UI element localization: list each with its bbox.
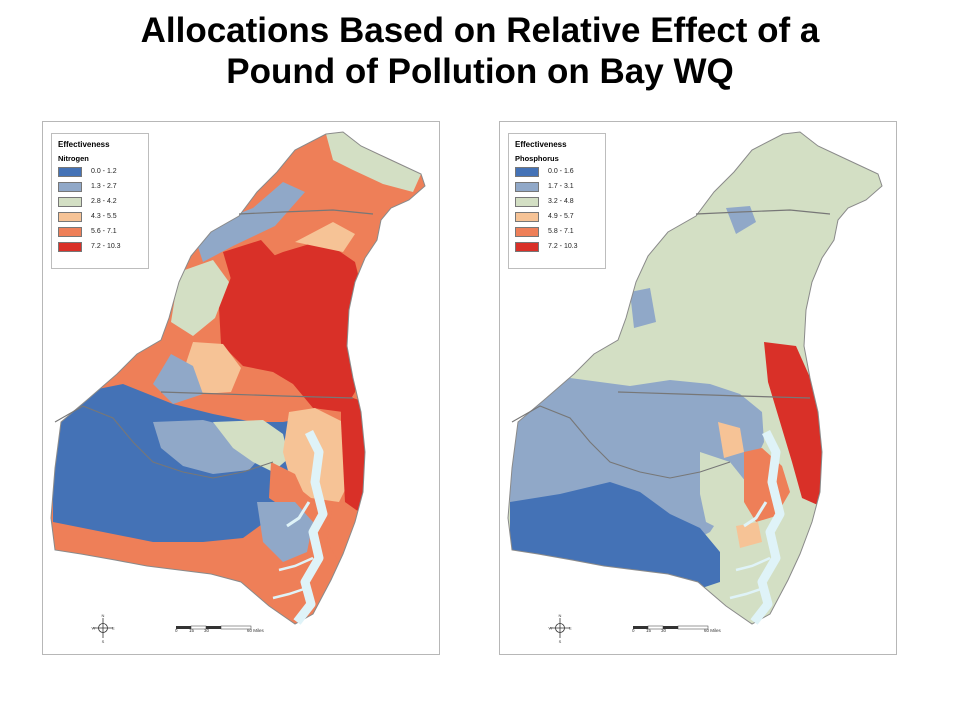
legend-swatch [515,227,539,237]
compass-e: E [112,626,115,631]
nitrogen-map [50,131,426,625]
scale-bar: 0 15 30 60 Miles [632,619,742,639]
potomac-estuary [286,501,311,528]
james-estuary [272,586,308,600]
legend-label: 3.2 - 4.8 [548,198,574,205]
legend-swatch [58,212,82,222]
region-ny-blue-patch [726,206,756,234]
legend-swatch [515,212,539,222]
rappahannock-estuary [735,556,771,572]
phosphorus-legend: Effectiveness Phosphorus 0.0 - 1.6 1.7 -… [508,133,606,269]
legend-label: 7.2 - 10.3 [548,243,578,250]
legend-label: 1.7 - 3.1 [548,183,574,190]
legend-label: 4.3 - 5.5 [91,213,117,220]
region-potomac-light [213,420,289,472]
pa-md-state-border [160,391,354,399]
legend-label: 1.3 - 2.7 [91,183,117,190]
ny-pa-state-border [695,209,831,215]
legend-label: 7.2 - 10.3 [91,243,121,250]
region-md-tan [718,422,744,458]
legend-swatch [58,227,82,237]
compass-s: S [559,639,562,644]
north-arrow-icon: N S W E [549,613,573,644]
scale-label: 60 Miles [704,628,721,633]
va-wv-state-border [54,405,274,479]
scale-label: 30 [661,628,667,633]
scale-label: 0 [632,628,635,633]
legend-label: 5.8 - 7.1 [548,228,574,235]
title-line-1: Allocations Based on Relative Effect of … [140,11,820,50]
phosphorus-map-panel: Effectiveness Phosphorus 0.0 - 1.6 1.7 -… [499,121,897,655]
legend-swatch [515,182,539,192]
legend-swatch [58,167,82,177]
compass-w: W [92,626,96,631]
scale-label: 15 [646,628,652,633]
legend-label: 2.8 - 4.2 [91,198,117,205]
compass-w: W [549,626,553,631]
rappahannock-estuary [278,556,314,572]
legend-swatch [515,197,539,207]
region-pa-blue-south [153,354,203,404]
scale-bar-graphic [176,625,252,630]
title-line-2: Pound of Pollution on Bay WQ [226,52,734,91]
scale-label: 0 [175,628,178,633]
legend-title: Effectiveness [58,140,110,149]
scale-label: 30 [204,628,210,633]
region-eastern-shore-red [341,394,373,512]
nitrogen-map-panel: Effectiveness Nitrogen 0.0 - 1.2 1.3 - 2… [42,121,440,655]
ny-pa-state-border [238,209,374,215]
region-va-tan [736,522,762,548]
region-ny-light [326,132,421,192]
legend-swatch [515,167,539,177]
pa-md-state-border [617,391,811,399]
region-md-orange-west [269,462,305,510]
region-ny-west-blue [193,182,305,262]
nitrogen-legend: Effectiveness Nitrogen 0.0 - 1.2 1.3 - 2… [51,133,149,269]
va-wv-state-border [511,405,731,479]
region-eastern-shore-orange [327,502,361,562]
legend-subtitle: Nitrogen [58,154,89,163]
north-arrow-icon: N S W E [92,613,116,644]
legend-subtitle: Phosphorus [515,154,559,163]
region-pa-tan-north [295,222,355,252]
legend-swatch [58,197,82,207]
slide-title: Allocations Based on Relative Effect of … [0,10,960,92]
legend-swatch [58,182,82,192]
scale-label: 60 Miles [247,628,264,633]
legend-label: 0.0 - 1.2 [91,168,117,175]
region-md-light [700,452,746,532]
basin-outline [507,131,883,625]
legend-label: 0.0 - 1.6 [548,168,574,175]
compass-n: N [559,613,562,618]
scale-bar-graphic [633,625,709,630]
chesapeake-bay [750,429,785,625]
region-susquehanna-red [219,240,365,412]
compass-s: S [102,639,105,644]
compass-e: E [569,626,572,631]
legend-swatch [515,242,539,252]
legend-swatch [58,242,82,252]
legend-label: 5.6 - 7.1 [91,228,117,235]
james-estuary [729,586,765,600]
legend-label: 4.9 - 5.7 [548,213,574,220]
scale-label: 15 [189,628,195,633]
scale-bar: 0 15 30 60 Miles [175,619,285,639]
compass-n: N [102,613,105,618]
region-eastern-shore-red [764,342,826,506]
basin-outline [50,131,426,625]
region-west-pa-light [171,260,229,336]
chesapeake-bay [293,429,328,625]
potomac-estuary [743,501,768,528]
region-pa-west-blue-patch [630,288,656,328]
legend-title: Effectiveness [515,140,567,149]
